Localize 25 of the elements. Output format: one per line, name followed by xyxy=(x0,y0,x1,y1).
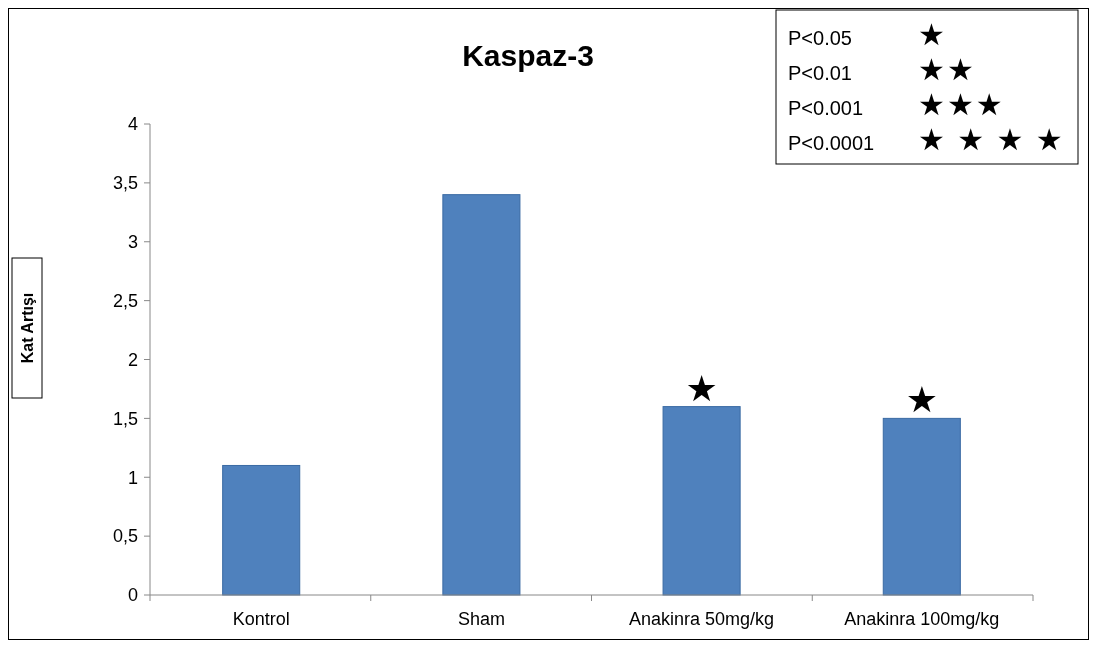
x-tick-label: Kontrol xyxy=(232,609,290,629)
bar xyxy=(222,464,301,596)
x-tick-label: Anakinra 100mg/kg xyxy=(844,609,1000,629)
y-tick-label: 3,5 xyxy=(112,173,138,194)
y-tick-label: 4 xyxy=(127,114,138,135)
text: P<0.01 ★★ xyxy=(788,53,976,86)
chart-title: Kaspaz-3 xyxy=(462,39,594,72)
y-axis-title: Kat Artışı xyxy=(19,292,36,364)
text: P<0.001 ★★★ xyxy=(788,88,1005,121)
annotation: ★ xyxy=(905,379,938,421)
bar xyxy=(442,194,521,596)
y-tick-label: 3 xyxy=(127,232,138,253)
bar xyxy=(882,417,961,596)
text: P<0.0001 ★ ★ ★ ★ xyxy=(788,123,1065,156)
y-tick-label: 0 xyxy=(127,585,138,606)
y-tick-label: 2 xyxy=(127,349,138,370)
y-tick-label: 0,5 xyxy=(112,526,138,547)
text: P<0.05 ★ xyxy=(788,18,947,51)
x-tick-label: Anakinra 50mg/kg xyxy=(629,609,775,629)
y-tick-label: 2,5 xyxy=(112,290,138,311)
y-tick-label: 1 xyxy=(127,467,138,488)
bar xyxy=(662,406,741,596)
annotation: ★ xyxy=(685,367,718,409)
y-tick-label: 1,5 xyxy=(112,408,138,429)
x-tick-label: Sham xyxy=(457,609,505,629)
